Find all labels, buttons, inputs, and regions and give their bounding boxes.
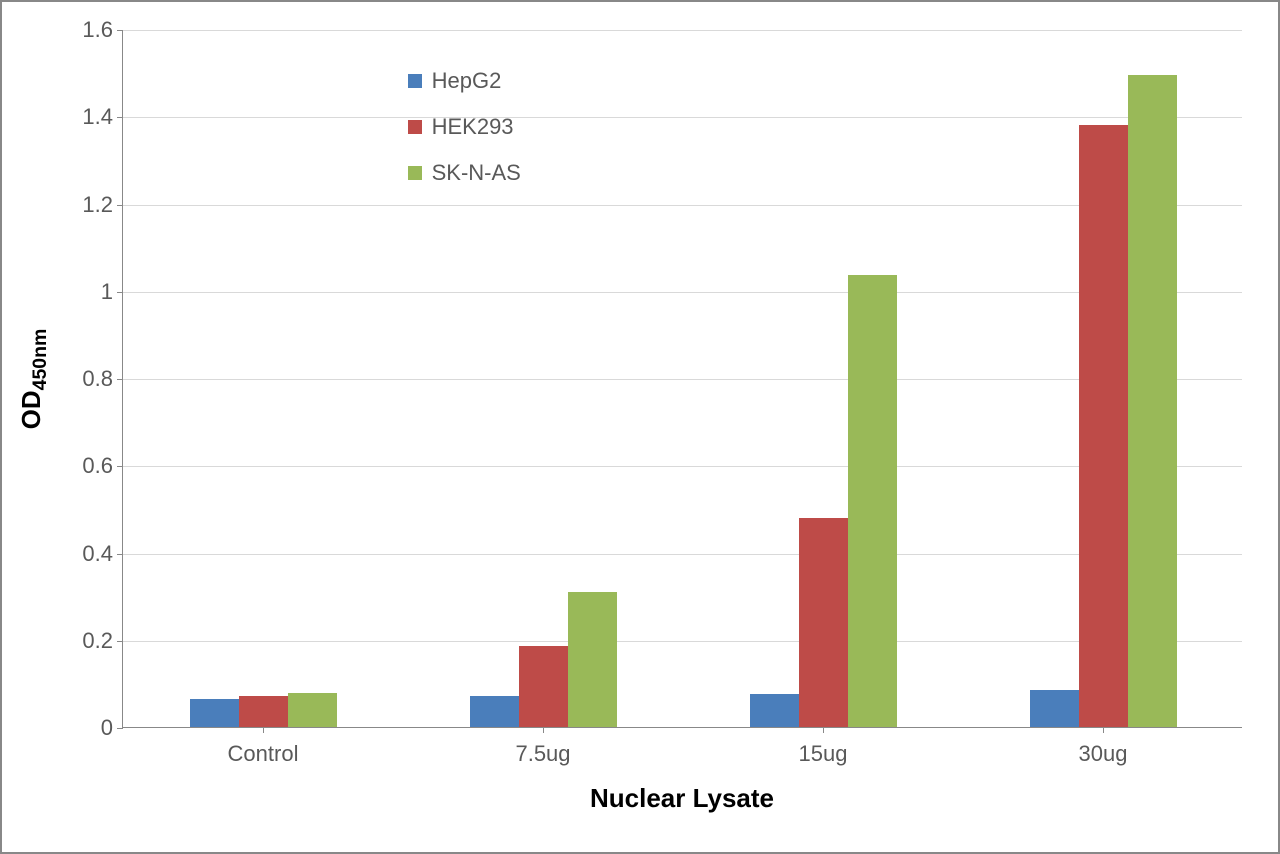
bar: [1030, 690, 1079, 727]
bar: [799, 518, 848, 727]
y-tick-label: 0.4: [82, 541, 113, 567]
legend: HepG2 HEK293 SK-N-AS: [408, 68, 521, 206]
gridline: [123, 292, 1242, 293]
x-tick-mark: [263, 727, 264, 733]
y-tick-label: 0.6: [82, 453, 113, 479]
plot-area: 00.20.40.60.811.21.41.6Control7.5ug15ug3…: [122, 30, 1242, 728]
gridline: [123, 379, 1242, 380]
legend-item: HEK293: [408, 114, 521, 140]
legend-label: HepG2: [432, 68, 502, 94]
bar: [568, 592, 617, 727]
gridline: [123, 554, 1242, 555]
legend-swatch: [408, 120, 422, 134]
bar: [190, 699, 239, 727]
gridline: [123, 117, 1242, 118]
y-tick-mark: [117, 466, 123, 467]
legend-swatch: [408, 74, 422, 88]
y-tick-mark: [117, 292, 123, 293]
gridline: [123, 466, 1242, 467]
gridline: [123, 205, 1242, 206]
y-tick-mark: [117, 205, 123, 206]
y-tick-mark: [117, 117, 123, 118]
x-tick-mark: [823, 727, 824, 733]
y-tick-label: 0: [101, 715, 113, 741]
bar: [1079, 125, 1128, 727]
bar: [239, 696, 288, 727]
y-tick-mark: [117, 379, 123, 380]
y-tick-label: 0.2: [82, 628, 113, 654]
y-axis-title-main: OD: [16, 390, 46, 429]
bar: [848, 275, 897, 727]
x-axis-title: Nuclear Lysate: [122, 783, 1242, 814]
y-tick-mark: [117, 554, 123, 555]
y-tick-mark: [117, 728, 123, 729]
bar: [1128, 75, 1177, 727]
legend-label: SK-N-AS: [432, 160, 521, 186]
legend-label: HEK293: [432, 114, 514, 140]
y-tick-label: 1.4: [82, 104, 113, 130]
y-tick-label: 1.6: [82, 17, 113, 43]
y-tick-mark: [117, 30, 123, 31]
legend-item: SK-N-AS: [408, 160, 521, 186]
gridline: [123, 641, 1242, 642]
x-tick-mark: [1103, 727, 1104, 733]
x-tick-label: Control: [228, 741, 299, 767]
bar: [288, 693, 337, 727]
y-axis-title-sub: 450nm: [29, 329, 51, 391]
x-tick-mark: [543, 727, 544, 733]
y-tick-label: 0.8: [82, 366, 113, 392]
y-tick-mark: [117, 641, 123, 642]
x-tick-label: 15ug: [799, 741, 848, 767]
x-tick-label: 30ug: [1079, 741, 1128, 767]
gridline: [123, 30, 1242, 31]
chart-container: 0 0.2 0.4 0.6 0.8 1 1.2 1.4 1.6 Control 7.5ug 15ug 3…: [0, 0, 1280, 854]
x-tick-label: 7.5ug: [515, 741, 570, 767]
legend-swatch: [408, 166, 422, 180]
bar: [470, 696, 519, 727]
y-tick-label: 1.2: [82, 192, 113, 218]
bar: [519, 646, 568, 727]
y-tick-label: 1: [101, 279, 113, 305]
y-axis-title: OD450nm: [16, 329, 52, 430]
legend-item: HepG2: [408, 68, 521, 94]
bar: [750, 694, 799, 727]
